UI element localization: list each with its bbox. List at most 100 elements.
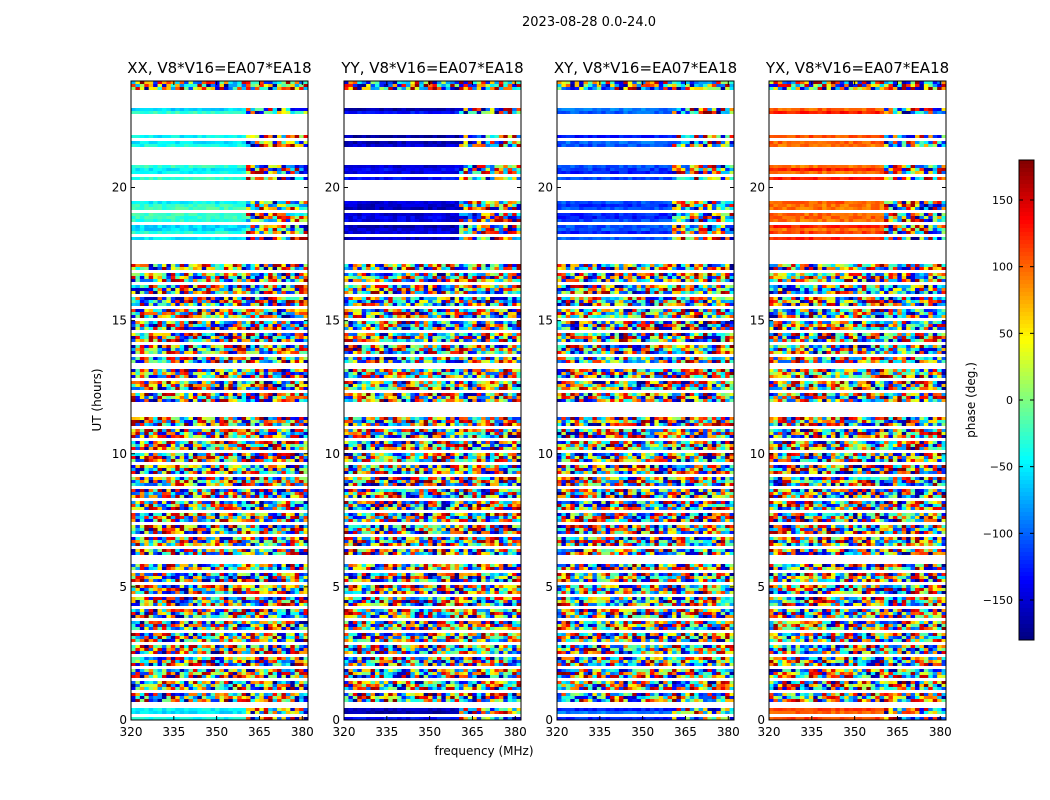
heatmap-cell — [228, 516, 234, 519]
heatmap-cell — [272, 336, 278, 339]
heatmap-cell — [131, 81, 136, 84]
heatmap-cell — [179, 609, 185, 612]
heatmap-cell — [184, 573, 189, 576]
heatmap-cell — [303, 633, 309, 636]
heatmap-cell — [263, 624, 269, 627]
heatmap-cell — [131, 228, 136, 231]
heatmap-cell — [250, 441, 256, 444]
heatmap-cell — [294, 228, 300, 231]
heatmap-cell — [206, 627, 212, 630]
heatmap-cell — [157, 321, 163, 324]
heatmap-cell — [166, 507, 172, 510]
heatmap-cell — [277, 489, 282, 492]
heatmap-cell — [197, 621, 203, 624]
heatmap-cell — [272, 687, 278, 690]
heatmap-cell — [148, 177, 154, 180]
heatmap-cell — [223, 480, 229, 483]
heatmap-cell — [135, 477, 141, 480]
heatmap-cell — [206, 420, 212, 423]
heatmap-cell — [144, 435, 150, 438]
heatmap-cell — [303, 453, 309, 456]
heatmap-cell — [175, 324, 181, 327]
heatmap-cell — [161, 441, 167, 444]
heatmap-cell — [254, 108, 260, 111]
heatmap-cell — [201, 84, 207, 87]
heatmap-cell — [175, 336, 181, 339]
heatmap-cell — [161, 213, 167, 216]
heatmap-cell — [192, 657, 198, 660]
heatmap-cell — [237, 513, 243, 516]
heatmap-cell — [135, 651, 141, 654]
heatmap-cell — [285, 204, 291, 207]
heatmap-cell — [263, 492, 269, 495]
heatmap-cell — [290, 657, 296, 660]
heatmap-cell — [153, 216, 158, 219]
heatmap-cell — [131, 615, 136, 618]
heatmap-cell — [277, 435, 282, 438]
heatmap-cell — [179, 237, 185, 240]
heatmap-cell — [290, 432, 296, 435]
heatmap-cell — [272, 276, 278, 279]
heatmap-cell — [175, 513, 181, 516]
heatmap-cell — [170, 135, 176, 138]
heatmap-cell — [206, 663, 212, 666]
heatmap-cell — [254, 225, 260, 228]
heatmap-cell — [223, 600, 229, 603]
heatmap-cell — [281, 300, 287, 303]
heatmap-cell — [232, 165, 238, 168]
heatmap-cell — [157, 567, 163, 570]
heatmap-cell — [263, 87, 269, 90]
heatmap-cell — [259, 327, 265, 330]
heatmap-cell — [215, 336, 220, 339]
heatmap-cell — [303, 465, 309, 468]
heatmap-cell — [268, 291, 273, 294]
heatmap-cell — [228, 588, 234, 591]
heatmap-cell — [303, 315, 309, 318]
heatmap-cell — [148, 453, 154, 456]
heatmap-cell — [206, 297, 212, 300]
heatmap-cell — [175, 435, 181, 438]
heatmap-cell — [161, 564, 167, 567]
heatmap-cell — [131, 651, 136, 654]
heatmap-cell — [246, 483, 251, 486]
heatmap-cell — [144, 291, 150, 294]
heatmap-cell — [161, 621, 167, 624]
heatmap-cell — [259, 231, 265, 234]
heatmap-cell — [139, 327, 145, 330]
heatmap-cell — [303, 144, 309, 147]
heatmap-cell — [232, 417, 238, 420]
heatmap-cell — [144, 264, 150, 267]
heatmap-cell — [135, 663, 141, 666]
heatmap-cell — [250, 645, 256, 648]
heatmap-cell — [131, 480, 136, 483]
heatmap-cell — [210, 432, 216, 435]
heatmap-cell — [170, 549, 176, 552]
heatmap-cell — [201, 597, 207, 600]
heatmap-cell — [197, 312, 203, 315]
heatmap-cell — [299, 693, 304, 696]
heatmap-cell — [210, 441, 216, 444]
heatmap-cell — [294, 636, 300, 639]
heatmap-cell — [277, 348, 282, 351]
heatmap-cell — [232, 327, 238, 330]
heatmap-cell — [166, 684, 172, 687]
heatmap-cell — [219, 372, 225, 375]
heatmap-cell — [246, 237, 251, 240]
heatmap-cell — [215, 381, 220, 384]
heatmap-cell — [254, 339, 260, 342]
heatmap-cell — [268, 339, 273, 342]
heatmap-cell — [197, 288, 203, 291]
heatmap-cell — [188, 291, 194, 294]
heatmap-cell — [232, 468, 238, 471]
heatmap-cell — [161, 525, 167, 528]
heatmap-cell — [161, 348, 167, 351]
heatmap-cell — [148, 231, 154, 234]
heatmap-cell — [210, 645, 216, 648]
heatmap-cell — [179, 444, 185, 447]
heatmap-cell — [144, 369, 150, 372]
heatmap-cell — [157, 636, 163, 639]
heatmap-cell — [210, 387, 216, 390]
heatmap-cell — [161, 141, 167, 144]
heatmap-cell — [259, 597, 265, 600]
heatmap-cell — [290, 81, 296, 84]
